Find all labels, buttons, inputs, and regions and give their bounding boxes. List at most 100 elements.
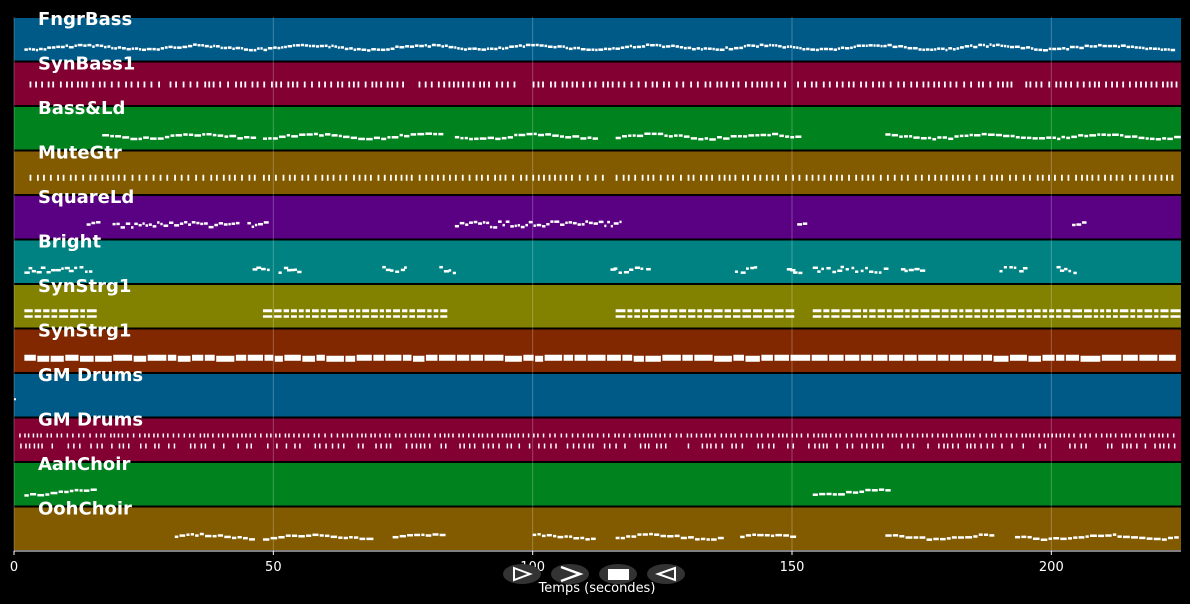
note xyxy=(287,44,292,48)
note xyxy=(36,433,39,438)
note xyxy=(745,534,752,537)
note xyxy=(863,315,868,318)
note xyxy=(251,81,254,88)
play-button[interactable] xyxy=(503,564,541,584)
note xyxy=(678,134,683,137)
note xyxy=(568,221,572,224)
back-button[interactable] xyxy=(647,564,685,584)
note xyxy=(380,81,383,88)
note xyxy=(777,174,780,181)
x-tick-label: 150 xyxy=(780,560,805,575)
note xyxy=(811,354,828,361)
forward-button[interactable] xyxy=(551,564,589,584)
note xyxy=(1072,223,1076,227)
note xyxy=(711,538,717,541)
note xyxy=(278,535,285,539)
note xyxy=(212,81,215,88)
note xyxy=(123,174,126,181)
note xyxy=(145,174,148,181)
note xyxy=(1022,266,1028,270)
note xyxy=(607,354,621,361)
note xyxy=(472,47,477,50)
note xyxy=(675,81,678,88)
note xyxy=(724,315,731,318)
note xyxy=(869,270,874,274)
note xyxy=(742,174,745,181)
note xyxy=(437,81,440,88)
note xyxy=(343,443,345,449)
note xyxy=(656,443,658,449)
note xyxy=(755,134,760,137)
note xyxy=(705,174,708,181)
note xyxy=(263,81,266,88)
note xyxy=(98,81,101,88)
note xyxy=(478,222,483,225)
note xyxy=(774,309,784,313)
note xyxy=(983,174,986,181)
note xyxy=(482,221,486,224)
note xyxy=(111,443,113,449)
note xyxy=(826,492,832,496)
note xyxy=(95,355,112,362)
note xyxy=(537,533,541,536)
note xyxy=(1028,355,1041,362)
note xyxy=(1032,137,1038,140)
note xyxy=(67,443,70,449)
note xyxy=(501,136,507,140)
note xyxy=(970,81,973,88)
note xyxy=(424,43,427,47)
note xyxy=(131,47,135,50)
note xyxy=(798,271,803,275)
note xyxy=(469,221,473,224)
note xyxy=(513,81,516,88)
note xyxy=(760,133,767,137)
note xyxy=(431,174,434,181)
note xyxy=(362,309,370,313)
note xyxy=(261,267,266,271)
note xyxy=(251,225,255,229)
note xyxy=(945,174,948,181)
note xyxy=(487,174,489,181)
note xyxy=(796,433,798,438)
stop-button[interactable] xyxy=(599,564,637,584)
note xyxy=(535,355,544,362)
note xyxy=(662,45,666,49)
track-lane xyxy=(14,240,1181,283)
note xyxy=(438,354,456,361)
note xyxy=(24,48,28,51)
note xyxy=(645,43,650,46)
note xyxy=(792,46,796,49)
note xyxy=(825,433,827,438)
note xyxy=(587,136,592,139)
note xyxy=(634,433,637,438)
note xyxy=(1018,315,1025,318)
note xyxy=(683,135,690,138)
note xyxy=(83,44,87,47)
note xyxy=(356,309,361,313)
note xyxy=(356,315,361,318)
note xyxy=(187,174,190,181)
note xyxy=(832,270,837,274)
note xyxy=(324,133,331,136)
note xyxy=(404,266,407,269)
note xyxy=(101,174,104,181)
note xyxy=(725,46,728,49)
note xyxy=(252,268,258,271)
note xyxy=(775,533,783,537)
note xyxy=(1117,45,1120,49)
note xyxy=(1080,443,1083,449)
note xyxy=(33,443,36,449)
note xyxy=(624,443,626,449)
note xyxy=(572,135,580,138)
note xyxy=(425,174,428,181)
note xyxy=(202,174,205,181)
note xyxy=(461,174,464,181)
note xyxy=(880,44,883,48)
note xyxy=(472,81,475,88)
note xyxy=(348,81,351,88)
note xyxy=(324,534,330,538)
note xyxy=(69,489,74,493)
note xyxy=(296,44,300,47)
note xyxy=(577,223,581,226)
note xyxy=(405,443,408,449)
